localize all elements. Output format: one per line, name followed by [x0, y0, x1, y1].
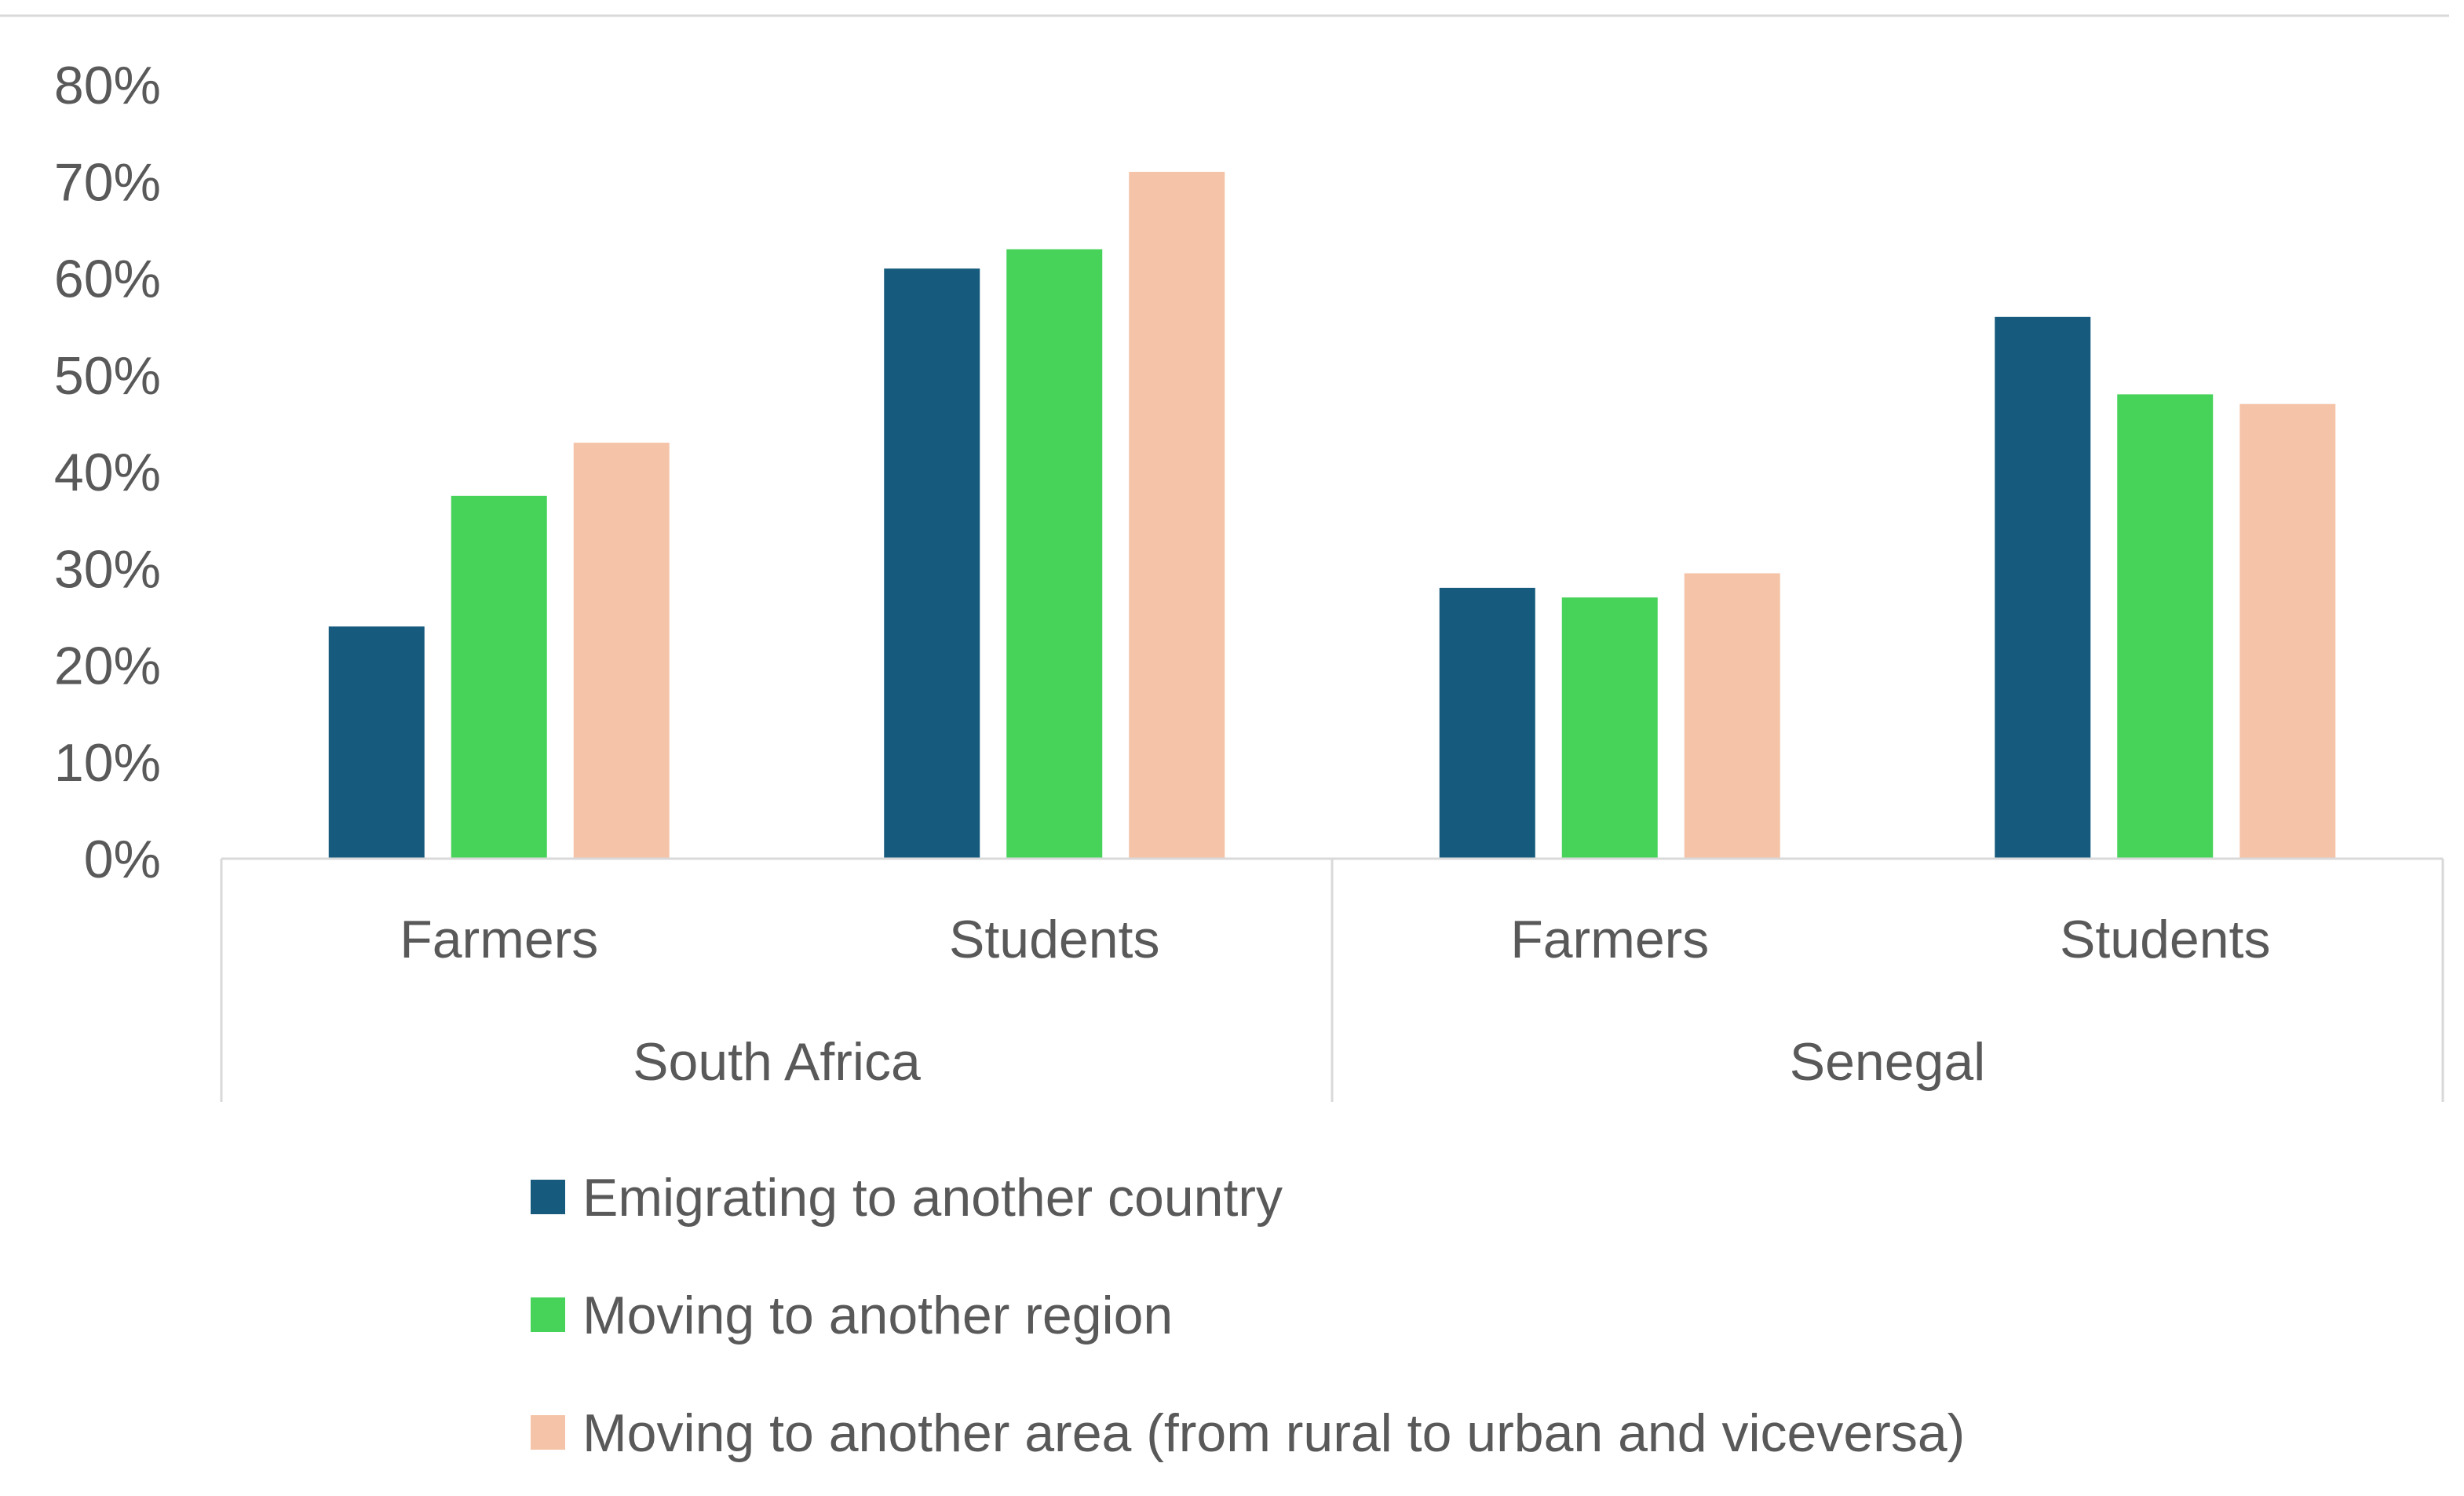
bar	[1129, 171, 1225, 859]
legend-label: Emigrating to another country	[582, 1168, 1283, 1228]
y-tick-label: 20%	[54, 637, 161, 696]
bar	[1684, 573, 1780, 859]
legend-swatch	[531, 1415, 565, 1450]
category-label: Students	[2060, 910, 2270, 969]
y-tick-label: 40%	[54, 443, 161, 502]
bar	[1439, 587, 1535, 859]
group-label: South Africa	[633, 1032, 921, 1092]
legend-swatch	[531, 1297, 565, 1332]
bar	[573, 443, 670, 859]
legend-label: Moving to another area (from rural to ur…	[582, 1403, 1965, 1463]
y-tick-label: 70%	[54, 152, 161, 212]
category-label: Students	[949, 910, 1159, 969]
x-axis: Farmers Students Farmers Students South Afri…	[220, 857, 2444, 1102]
category-label: Farmers	[400, 910, 598, 969]
bars	[328, 171, 2336, 859]
legend-swatch	[531, 1180, 565, 1214]
y-tick-label: 50%	[54, 346, 161, 406]
bar	[884, 268, 980, 859]
y-tick-label: 30%	[54, 539, 161, 599]
category-label: Farmers	[1510, 910, 1709, 969]
group-label: Senegal	[1790, 1032, 1986, 1092]
y-tick-label: 10%	[54, 733, 161, 793]
bar	[328, 626, 425, 859]
y-tick-label: 80%	[54, 56, 161, 115]
legend: Emigrating to another country Moving to a…	[531, 1168, 1965, 1463]
bar	[2117, 394, 2214, 859]
bar	[451, 495, 547, 859]
y-tick-label: 60%	[54, 250, 161, 309]
bar	[1561, 597, 1658, 859]
bar	[2240, 403, 2336, 859]
y-axis-ticks: 0% 10% 20% 30% 40% 50% 60% 70% 80%	[54, 56, 161, 889]
bar	[1995, 316, 2091, 859]
bar	[1006, 249, 1103, 859]
legend-label: Moving to another region	[582, 1286, 1173, 1345]
y-tick-label: 0%	[84, 830, 161, 889]
